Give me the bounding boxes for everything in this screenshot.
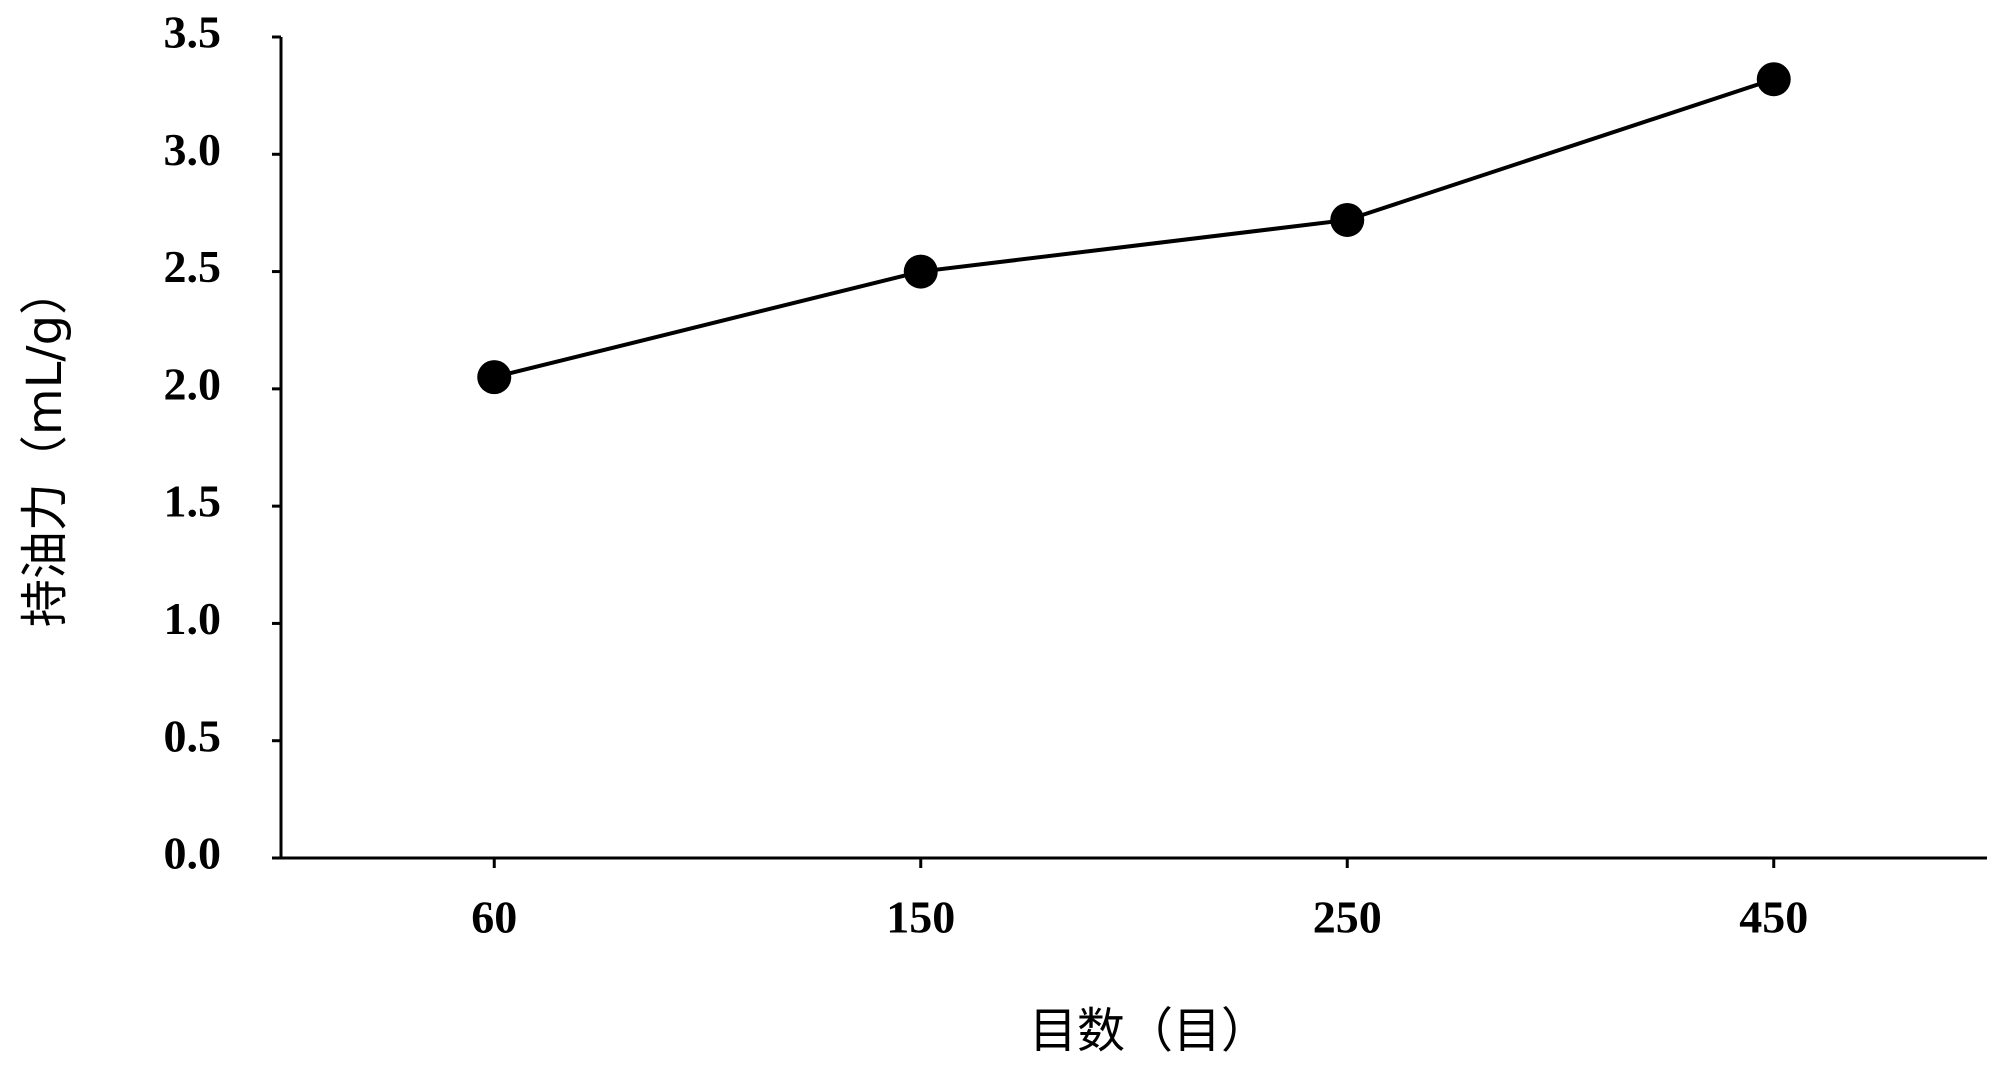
- y-tick-label: 3.0: [164, 124, 222, 175]
- y-tick-label: 0.5: [164, 710, 222, 761]
- y-tick-label: 3.5: [164, 7, 222, 58]
- x-tick-label: 450: [1739, 892, 1808, 943]
- x-tick-label: 250: [1313, 892, 1382, 943]
- data-point: [1330, 202, 1365, 237]
- y-tick-label: 2.0: [164, 358, 222, 409]
- y-tick-label: 1.0: [164, 593, 222, 644]
- y-axis-title: 持油力（mL/g）: [17, 267, 73, 627]
- data-point: [1756, 62, 1791, 97]
- data-line: [493, 77, 1775, 380]
- y-tick-label: 2.5: [164, 241, 222, 292]
- x-tick-label: 150: [886, 892, 955, 943]
- x-axis-title: 目数（目）: [1029, 1003, 1269, 1059]
- y-tick-label: 0.0: [164, 828, 222, 879]
- x-tick-label: 60: [471, 892, 517, 943]
- y-tick-label: 1.5: [164, 476, 222, 527]
- data-point: [903, 254, 938, 289]
- data-point: [477, 360, 512, 395]
